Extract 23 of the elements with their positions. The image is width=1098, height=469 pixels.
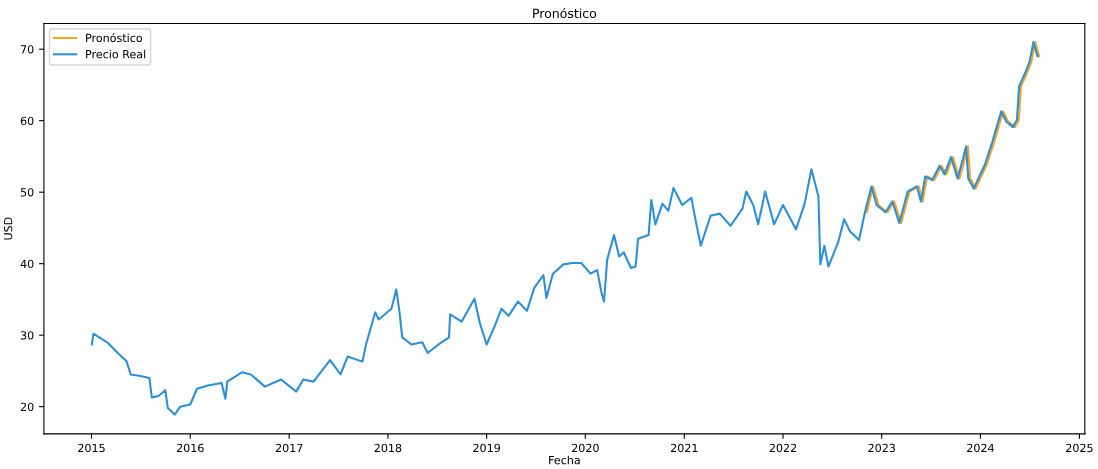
x-tick-label: 2017 xyxy=(275,443,303,453)
x-tick-label: 2019 xyxy=(473,443,500,453)
y-tick-label: 70 xyxy=(20,45,34,54)
x-tick-label: 2025 xyxy=(1066,443,1093,453)
legend-label: Precio Real xyxy=(86,49,146,59)
y-tick-label: 60 xyxy=(20,116,34,126)
x-tick-label: 2015 xyxy=(78,443,105,453)
x-tick-label: 2021 xyxy=(670,443,698,453)
y-tick-label: 20 xyxy=(20,402,34,412)
legend-label: Pronóstico xyxy=(86,33,143,43)
x-tick-label: 2020 xyxy=(572,443,599,453)
line-series xyxy=(865,41,1041,224)
x-tick-label: 2022 xyxy=(769,443,797,453)
y-axis-title: USD xyxy=(3,217,13,240)
y-tick-label: 30 xyxy=(20,331,34,340)
y-tick-label: 50 xyxy=(20,188,34,197)
x-tick-label: 2023 xyxy=(868,443,895,453)
x-axis-title: Fecha xyxy=(549,455,580,465)
x-tick-label: 2016 xyxy=(176,443,204,453)
chart-title: Pronóstico xyxy=(533,7,597,19)
y-tick-label: 40 xyxy=(20,259,34,269)
x-tick-label: 2018 xyxy=(374,443,402,453)
x-tick-label: 2024 xyxy=(967,443,994,453)
